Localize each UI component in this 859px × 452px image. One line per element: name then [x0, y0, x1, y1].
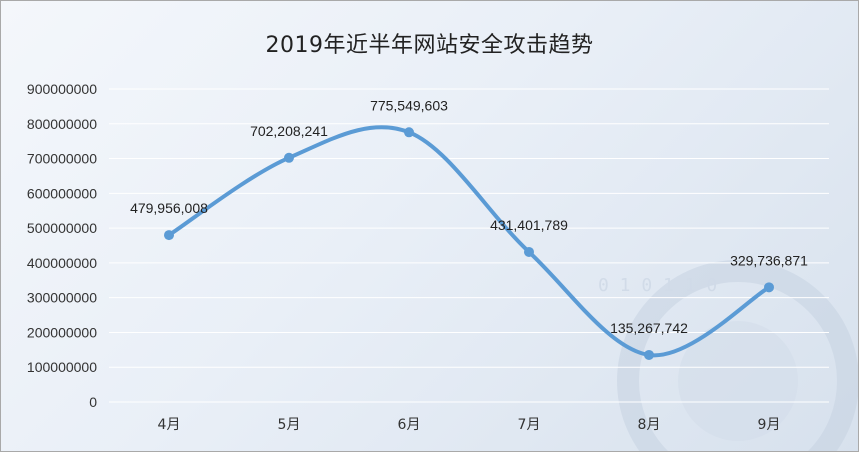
- data-label: 775,549,603: [370, 97, 448, 113]
- data-point: [524, 246, 534, 257]
- y-tick-label: 700000000: [27, 151, 97, 167]
- y-tick-label: 800000000: [27, 116, 97, 132]
- x-tick-label: 8月: [638, 417, 661, 433]
- x-tick-label: 5月: [278, 417, 301, 433]
- data-point: [164, 230, 174, 241]
- data-label: 135,267,742: [610, 320, 688, 336]
- svg-text:0 1 0 1 1 0: 0 1 0 1 1 0: [598, 275, 717, 296]
- y-tick-label: 0: [89, 394, 97, 410]
- y-tick-label: 200000000: [27, 324, 97, 340]
- y-tick-label: 300000000: [27, 290, 97, 306]
- y-tick-label: 500000000: [27, 220, 97, 236]
- data-label: 702,208,241: [250, 123, 328, 139]
- data-label: 431,401,789: [490, 217, 568, 233]
- y-tick-label: 900000000: [27, 81, 97, 97]
- chart-title: 2019年近半年网站安全攻击趋势: [265, 33, 594, 58]
- y-tick-label: 100000000: [27, 359, 97, 375]
- data-point: [764, 282, 774, 293]
- x-tick-label: 7月: [518, 417, 541, 433]
- x-tick-label: 4月: [158, 417, 181, 433]
- x-tick-label: 6月: [398, 417, 421, 433]
- y-tick-label: 600000000: [27, 185, 97, 201]
- data-point: [284, 152, 294, 163]
- y-tick-label: 400000000: [27, 255, 97, 271]
- data-point: [644, 349, 654, 360]
- data-label: 479,956,008: [130, 200, 208, 216]
- data-label: 329,736,871: [730, 252, 808, 268]
- series-line: [167, 125, 771, 358]
- data-point: [404, 127, 414, 138]
- background-lock-watermark: 0 1 0 1 1 0 1 0 1 0 0 1: [598, 260, 858, 451]
- x-tick-label: 9月: [758, 417, 781, 433]
